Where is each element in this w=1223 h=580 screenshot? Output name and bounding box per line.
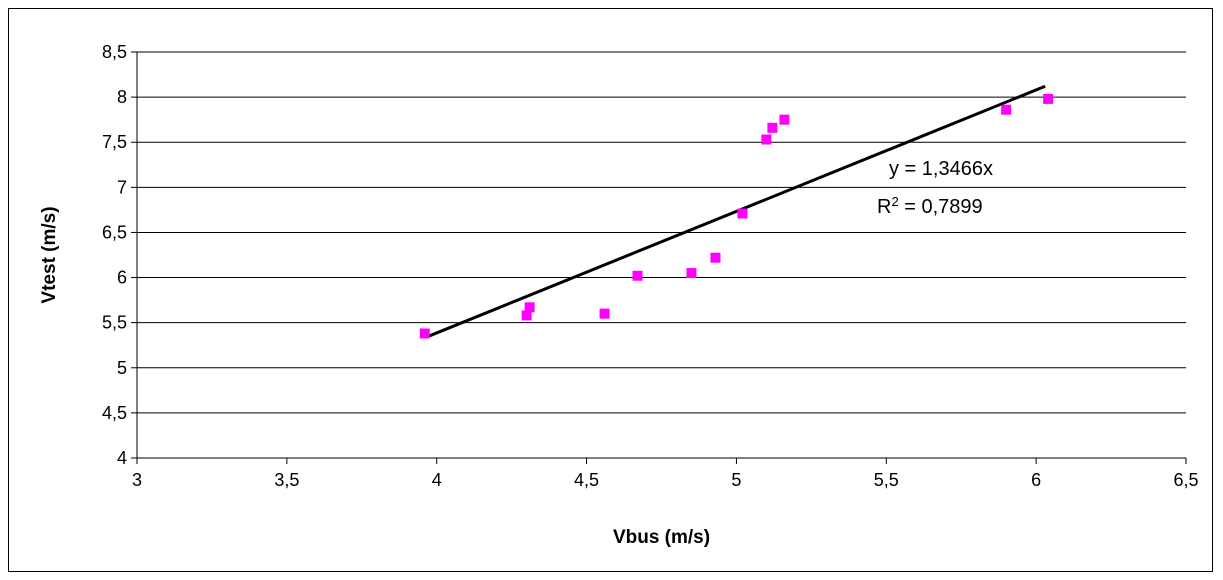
x-tick-label: 4,5 (574, 470, 599, 490)
x-tick-label: 3,5 (274, 470, 299, 490)
gridlines (137, 51, 1186, 414)
axes (131, 51, 1187, 464)
data-point (761, 134, 772, 145)
r-squared-value: = 0,7899 (899, 196, 983, 218)
x-tick-label: 5,5 (874, 470, 899, 490)
y-tick-label: 6,5 (102, 222, 127, 242)
trendline-equation: y = 1,3466x (889, 158, 993, 180)
data-point (779, 114, 790, 125)
data-point (686, 268, 697, 279)
y-axis-title: Vtest (m/s) (39, 206, 60, 303)
data-point (419, 328, 430, 339)
y-tick-label: 7 (117, 177, 127, 197)
y-tick-label: 4,5 (102, 403, 127, 423)
trendline (427, 84, 1046, 338)
x-tick-label: 6 (1031, 470, 1041, 490)
data-point (524, 302, 535, 313)
y-tick-label: 4 (117, 448, 127, 468)
trendline-layer (427, 84, 1046, 338)
data-point (599, 308, 610, 319)
data-point (632, 270, 643, 281)
data-points (419, 93, 1054, 339)
x-tick-label: 6,5 (1173, 470, 1198, 490)
x-tick-label: 3 (132, 470, 142, 490)
tick-labels: 4 4,5 5 5,5 6 6,5 7 7,5 8 8,5 3 3,5 4 4,5 5 5,5 6 6,5 (102, 42, 1199, 490)
data-point (521, 310, 532, 321)
data-point (737, 208, 748, 219)
data-point (710, 252, 721, 263)
x-tick-label: 5 (731, 470, 741, 490)
r-squared-label: R2 = 0,7899 (877, 194, 983, 219)
r-squared-superscript: 2 (891, 194, 898, 209)
y-tick-label: 7,5 (102, 132, 127, 152)
data-point (1043, 93, 1054, 104)
y-tick-label: 8 (117, 87, 127, 107)
data-point (767, 122, 778, 133)
y-tick-label: 8,5 (102, 42, 127, 62)
y-tick-label: 5 (117, 358, 127, 378)
y-tick-label: 5,5 (102, 313, 127, 333)
chart-frame (8, 8, 1213, 572)
r-squared-prefix: R (877, 196, 891, 218)
data-point (1001, 104, 1012, 115)
x-tick-label: 4 (432, 470, 442, 490)
x-axis-title: Vbus (m/s) (613, 527, 710, 548)
y-tick-label: 6 (117, 268, 127, 288)
